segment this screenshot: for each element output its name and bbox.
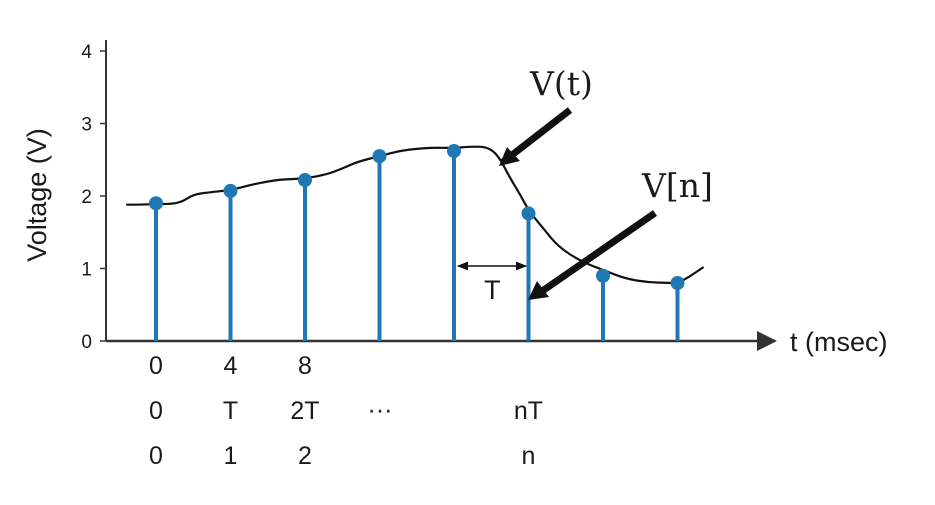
index-label: 8	[298, 352, 312, 380]
index-label: 0	[149, 397, 163, 425]
sample-point	[596, 268, 610, 283]
index-label: 1	[224, 442, 238, 470]
y-tick-label: 3	[81, 115, 92, 136]
signal-pointer-arrowhead	[499, 147, 520, 166]
y-axis-title: Voltage (V)	[22, 128, 52, 262]
sample-point	[223, 183, 238, 198]
index-label: 2	[298, 442, 312, 470]
ellipsis: ···	[368, 396, 393, 424]
index-label: n	[522, 442, 536, 470]
sample-point	[521, 206, 536, 221]
sample-stems	[149, 144, 685, 341]
signal-pointer-arrow	[500, 107, 573, 165]
sample-point	[670, 276, 685, 290]
y-tick-label: 2	[81, 187, 92, 208]
y-tick-label: 0	[81, 332, 92, 353]
index-label: 2T	[290, 397, 319, 425]
period-label: T	[484, 275, 501, 305]
samples-pointer-arrow	[536, 210, 657, 297]
index-table: 0 4 8 0 T 2T nT 0 1 2 n	[149, 352, 543, 470]
y-tick-label: 4	[81, 42, 92, 63]
x-axis-title: t (msec)	[790, 327, 888, 357]
samples-label: V[n]	[641, 166, 713, 205]
signal-curve	[126, 145, 705, 285]
index-label: 0	[149, 442, 163, 470]
y-ticks: 0 1 2 3 4	[81, 42, 106, 353]
sample-point	[447, 144, 461, 159]
y-tick-label: 1	[81, 260, 92, 281]
index-label: T	[223, 397, 238, 425]
signal-label: V(t)	[529, 64, 593, 103]
sample-point	[372, 149, 387, 164]
index-label: nT	[514, 397, 543, 425]
samples-pointer-arrowhead	[528, 281, 549, 300]
sample-point	[298, 173, 312, 188]
sample-point	[149, 196, 163, 211]
index-label: 4	[224, 352, 238, 380]
index-label: 0	[149, 352, 163, 380]
